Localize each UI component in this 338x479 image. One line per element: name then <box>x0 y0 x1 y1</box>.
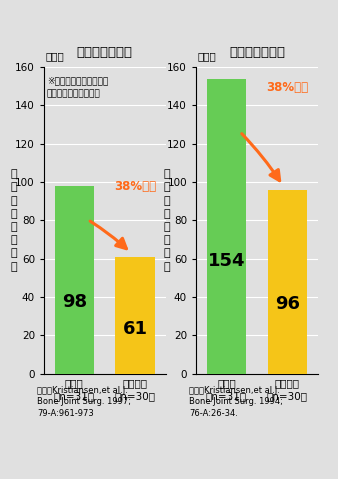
Bar <box>55 186 94 374</box>
Text: （日）: （日） <box>45 51 64 61</box>
Text: 38%短縮: 38%短縮 <box>266 81 308 94</box>
Text: 98: 98 <box>62 293 87 311</box>
Bar <box>268 190 307 374</box>
Title: 橈骨遠位端骨折: 橈骨遠位端骨折 <box>77 46 133 59</box>
Text: （日）: （日） <box>197 51 216 61</box>
Text: ※橈（とう）骨とは腕を
　構成する長骨の１つ: ※橈（とう）骨とは腕を 構成する長骨の１つ <box>47 77 108 98</box>
Text: 出典：Kristiansen,et al.J.
Bone Joint Surg. 1997;
79-A:961-973: 出典：Kristiansen,et al.J. Bone Joint Surg.… <box>37 386 131 418</box>
Text: 154: 154 <box>208 252 245 271</box>
Text: 骨
癒
合
ま
で
の
日
数: 骨 癒 合 ま で の 日 数 <box>164 169 171 272</box>
Text: 38%短縮: 38%短縮 <box>114 180 156 193</box>
Bar <box>207 79 246 374</box>
Text: 96: 96 <box>275 295 300 313</box>
Text: 61: 61 <box>123 320 148 338</box>
Bar <box>116 257 155 374</box>
Title: 腸骨骨幹部骨折: 腸骨骨幹部骨折 <box>229 46 285 59</box>
Text: 出典：Kristiansen,et al.J.
Bone Joint Surg. 1994;
76-A:26-34.: 出典：Kristiansen,et al.J. Bone Joint Surg.… <box>189 386 283 418</box>
Text: 骨
癒
合
ま
で
の
日
数: 骨 癒 合 ま で の 日 数 <box>10 169 17 272</box>
